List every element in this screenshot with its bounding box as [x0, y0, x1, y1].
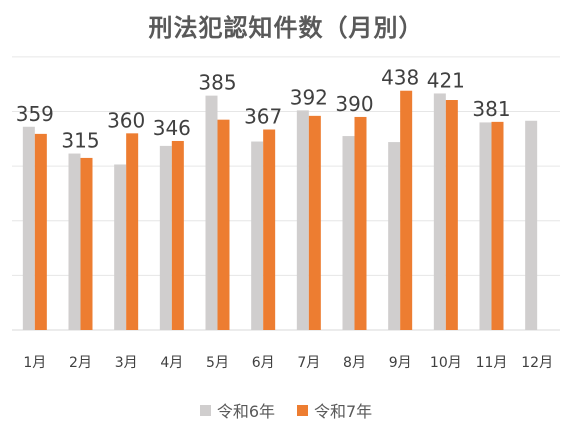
- bar-r6-11: [479, 122, 492, 330]
- bar-r6-7: [296, 110, 309, 330]
- bar-r6-5: [205, 95, 218, 330]
- data-label-8: 390: [335, 92, 373, 116]
- bar-r6-1: [22, 126, 35, 331]
- legend-swatch-r6: [199, 404, 211, 416]
- bar-r7-8: [354, 116, 367, 330]
- bar-r6-8: [342, 136, 355, 330]
- bar-r7-10: [445, 100, 458, 330]
- bar-r6-6: [251, 141, 264, 330]
- legend-item-r7: 令和7年: [297, 398, 372, 422]
- legend-label-r6: 令和6年: [216, 402, 275, 421]
- x-tick-label: 6月: [252, 355, 275, 371]
- x-tick-label: 4月: [160, 355, 183, 371]
- legend: 令和6年 令和7年: [0, 398, 572, 422]
- bar-r6-9: [388, 142, 401, 330]
- x-tick-label: 7月: [297, 355, 320, 371]
- data-labels: 359 315 360 346 385 367 392 390 438 421 381: [16, 66, 511, 153]
- x-tick-label: 5月: [206, 355, 229, 371]
- data-label-2: 315: [61, 129, 99, 153]
- bar-r7-5: [217, 119, 230, 330]
- bar-r6-10: [433, 93, 446, 330]
- bar-r6-4: [159, 145, 172, 330]
- x-tick-label: 11月: [476, 355, 508, 371]
- x-tick-label: 9月: [389, 355, 412, 371]
- data-label-7: 392: [290, 85, 328, 109]
- data-label-5: 385: [198, 71, 236, 95]
- x-tick-label: 12月: [521, 355, 553, 371]
- gridlines: [12, 56, 560, 331]
- x-tick-label: 3月: [115, 355, 138, 371]
- bar-r7-1: [34, 133, 47, 330]
- data-label-11: 381: [472, 97, 510, 121]
- data-label-9: 438: [381, 66, 419, 90]
- legend-label-r7: 令和7年: [314, 402, 373, 421]
- bars: [22, 90, 538, 331]
- bar-r7-4: [171, 140, 184, 330]
- data-label-6: 367: [244, 105, 282, 129]
- bar-r6-12: [525, 120, 538, 330]
- data-label-4: 346: [153, 116, 191, 140]
- chart-title: 刑法犯認知件数（月別）: [148, 14, 424, 42]
- data-label-3: 360: [107, 108, 145, 132]
- bar-r6-2: [68, 153, 81, 330]
- x-tick-label: 1月: [23, 355, 46, 371]
- data-label-10: 421: [427, 68, 465, 92]
- bar-r6-3: [114, 164, 127, 330]
- bar-r7-7: [308, 115, 321, 330]
- legend-item-r6: 令和6年: [199, 398, 275, 422]
- data-label-1: 359: [16, 102, 54, 126]
- x-tick-label: 8月: [343, 355, 366, 371]
- legend-swatch-r7: [297, 404, 308, 416]
- x-axis-tick-labels: 1月 2月 3月 4月 5月 6月 7月 8月 9月 10月 11月 12月: [23, 355, 553, 371]
- bar-r7-11: [491, 121, 504, 330]
- x-tick-label: 10月: [430, 355, 462, 371]
- x-tick-label: 2月: [69, 355, 92, 371]
- bar-r7-9: [400, 90, 413, 330]
- bar-r7-6: [263, 129, 276, 330]
- bar-r7-3: [126, 133, 139, 330]
- bar-r7-2: [80, 157, 93, 330]
